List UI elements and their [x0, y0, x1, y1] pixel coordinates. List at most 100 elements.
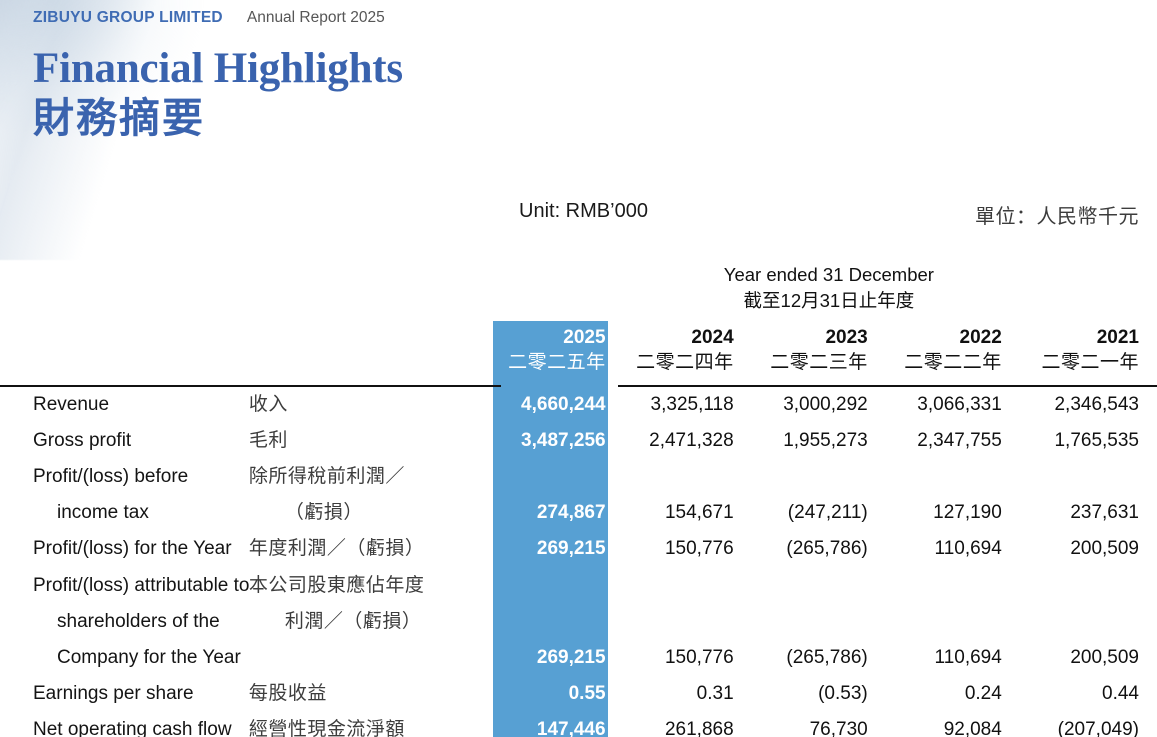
- cell-2021: 200,509: [1070, 646, 1139, 668]
- row-label-zh: 利潤／（虧損）: [284, 610, 422, 632]
- cell-2021: [1020, 568, 1157, 604]
- table-row: Gross profit 毛利 3,487,256 2,471,328 1,955,27…: [0, 423, 1157, 459]
- cell-2022: 0.24: [964, 682, 1002, 704]
- spacer-cell: [0, 262, 249, 321]
- column-header-2023-zh: 二零二三年: [770, 351, 868, 373]
- cell-2022: 110,694: [934, 538, 1002, 560]
- row-label-zh: 毛利: [248, 430, 288, 452]
- row-label-zh: 經營性現金流淨額: [248, 719, 405, 737]
- table-head: Year ended 31 December 截至12月31日止年度 2025 …: [0, 262, 1157, 388]
- cell-2023: 3,000,292: [783, 394, 868, 416]
- row-label-en: income tax: [57, 502, 149, 524]
- cell-2022: 127,190: [933, 502, 1002, 524]
- cell-2021: [1020, 459, 1157, 495]
- cell-2022: 110,694: [934, 646, 1002, 668]
- cell-2023: [752, 459, 886, 495]
- page-title: Financial Highlights 財務摘要: [33, 45, 403, 143]
- financial-highlights-table: Year ended 31 December 截至12月31日止年度 2025 …: [0, 262, 1157, 737]
- cell-2025: 269,215: [536, 646, 606, 668]
- unit-row: Unit: RMB’000 單位：人民幣千元: [0, 200, 1157, 230]
- cell-2024: [618, 459, 752, 495]
- row-label-en: Revenue: [33, 394, 110, 416]
- table-row: Net operating cash flow 經營性現金流淨額 147,446 26…: [0, 712, 1157, 737]
- table-row: Company for the Year 269,215 150,776 (265,7…: [0, 640, 1157, 676]
- cell-2023: 76,730: [809, 719, 868, 737]
- cell-2024: 154,671: [664, 502, 734, 524]
- highlight-column-band-2025: [493, 321, 608, 737]
- column-header-2022: 2022 二零二二年: [886, 321, 1020, 386]
- cell-2024: 3,325,118: [650, 394, 734, 416]
- spacer-cell: [249, 321, 501, 386]
- cell-2024: 2,471,328: [649, 430, 734, 452]
- cell-2022: [886, 459, 1020, 495]
- cell-2025: [501, 459, 618, 495]
- header-rule-left: [0, 385, 501, 388]
- row-label-en: Profit/(loss) before: [33, 466, 189, 488]
- row-label-zh: 每股收益: [248, 682, 327, 704]
- cell-2021: (207,049): [1057, 719, 1139, 737]
- cell-2021: 200,509: [1070, 538, 1139, 560]
- cell-2021: 2,346,543: [1054, 394, 1139, 416]
- table-row: Profit/(loss) before 除所得稅前利潤／: [0, 459, 1157, 495]
- cell-2022: 92,084: [943, 719, 1002, 737]
- cell-2022: 3,066,331: [917, 394, 1002, 416]
- running-header: ZIBUYU GROUP LIMITED Annual Report 2025: [33, 9, 385, 27]
- cell-2025: 274,867: [536, 502, 606, 524]
- page-title-zh: 財務摘要: [33, 95, 205, 142]
- page-title-en: Financial Highlights: [33, 45, 403, 92]
- cell-2022: [886, 604, 1020, 640]
- cell-2024: 261,868: [664, 719, 734, 737]
- row-label-en: Profit/(loss) for the Year: [33, 538, 232, 560]
- table-row: income tax （虧損） 274,867 154,671 (247,211) 127…: [0, 495, 1157, 531]
- row-label-en: Net operating cash flow: [33, 719, 232, 737]
- row-label-zh: [249, 640, 501, 676]
- row-label-en: Profit/(loss) attributable to: [33, 574, 250, 596]
- column-header-2021-num: 2021: [1096, 326, 1139, 348]
- spacer-cell: [249, 262, 501, 321]
- group-header-en: Year ended 31 December: [723, 264, 934, 285]
- group-header-zh: 截至12月31日止年度: [743, 290, 915, 312]
- cell-2025: 3,487,256: [521, 430, 606, 452]
- spacer-cell: [0, 321, 249, 386]
- cell-2023: (0.53): [818, 682, 868, 704]
- cell-2022: [886, 568, 1020, 604]
- cell-2024: 0.31: [696, 682, 734, 704]
- cell-2025: [501, 568, 618, 604]
- cell-2023: [752, 604, 886, 640]
- row-label-zh: 收入: [248, 394, 288, 416]
- unit-label-zh: 單位：人民幣千元: [975, 206, 1139, 228]
- column-header-2025: 2025 二零二五年: [501, 321, 618, 386]
- company-name: ZIBUYU GROUP LIMITED: [33, 9, 223, 26]
- column-header-2021-zh: 二零二一年: [1041, 351, 1139, 373]
- column-header-2023-num: 2023: [825, 326, 868, 348]
- column-header-2022-zh: 二零二二年: [904, 351, 1002, 373]
- column-header-2025-num: 2025: [563, 326, 606, 348]
- cell-2023: (265,786): [786, 538, 868, 560]
- cell-2023: [752, 568, 886, 604]
- column-header-2022-num: 2022: [959, 326, 1002, 348]
- cell-2021: 1,765,535: [1054, 430, 1139, 452]
- cell-2021: 0.44: [1102, 682, 1139, 704]
- table-row: Profit/(loss) for the Year 年度利潤／（虧損） 269,2…: [0, 531, 1157, 567]
- cell-2023: (265,786): [786, 646, 868, 668]
- cell-2024: 150,776: [664, 538, 734, 560]
- row-label-en: Company for the Year: [57, 646, 241, 668]
- cell-2025: 147,446: [536, 719, 606, 737]
- row-label-zh: （虧損）: [284, 502, 363, 524]
- column-header-2024-num: 2024: [691, 326, 734, 348]
- cell-2023: (247,211): [787, 502, 868, 524]
- column-header-2025-zh: 二零二五年: [508, 351, 606, 373]
- row-label-en: Earnings per share: [33, 682, 194, 704]
- table-row: Revenue 收入 4,660,244 3,325,118 3,000,292 3,06…: [0, 387, 1157, 423]
- cell-2024: [618, 568, 752, 604]
- cell-2021: [1020, 604, 1157, 640]
- column-header-2024-zh: 二零二四年: [636, 351, 734, 373]
- cell-2023: 1,955,273: [783, 430, 868, 452]
- column-header-2023: 2023 二零二三年: [752, 321, 886, 386]
- group-header-cell: Year ended 31 December 截至12月31日止年度: [501, 262, 1157, 321]
- cell-2025: 4,660,244: [521, 394, 606, 416]
- year-header-row: 2025 二零二五年 2024 二零二四年 2023 二零二三年 2022 二零…: [0, 321, 1157, 386]
- financial-table-container: Year ended 31 December 截至12月31日止年度 2025 …: [0, 262, 1157, 737]
- column-header-2024: 2024 二零二四年: [618, 321, 752, 386]
